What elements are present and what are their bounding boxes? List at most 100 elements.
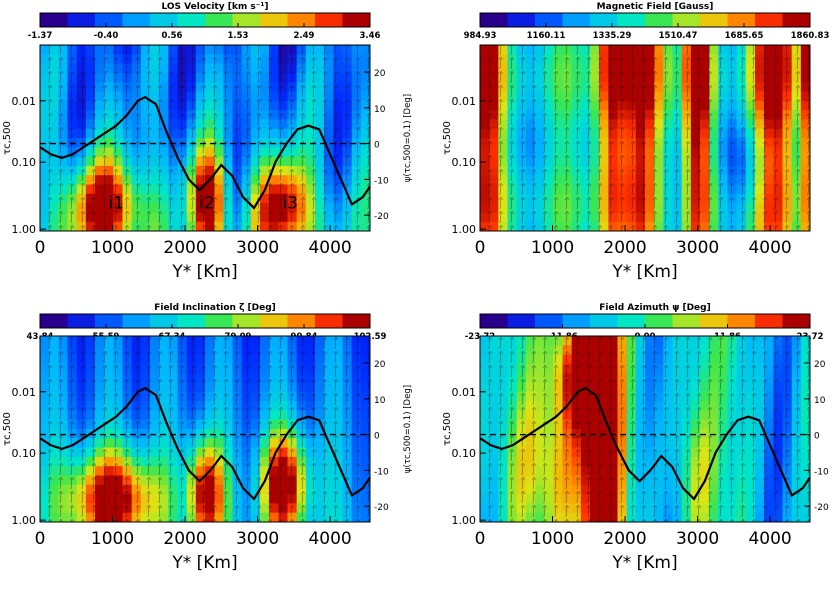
colorbar-band xyxy=(562,13,591,27)
y-tick-label: 0.01 xyxy=(12,386,37,399)
y-tick-label: 0.01 xyxy=(12,95,37,108)
x-tick-label: 2000 xyxy=(163,529,206,549)
right-tick-label: 10 xyxy=(374,396,386,406)
y-tick-label: 0.10 xyxy=(452,447,477,460)
colorbar-band xyxy=(315,314,343,328)
x-tick-label: 3000 xyxy=(236,238,279,258)
vector-field xyxy=(480,45,810,231)
colorbar-band xyxy=(562,314,591,328)
colorbar-band xyxy=(700,314,728,328)
x-tick-label: 1000 xyxy=(531,529,574,549)
colorbar-frame xyxy=(479,12,811,28)
y-tick-label: 1.00 xyxy=(12,223,37,236)
colorbar-tick-label: 1.53 xyxy=(228,31,249,41)
right-tick-label: -20 xyxy=(814,503,829,513)
chart-title: Field Azimuth ψ [Deg] xyxy=(599,303,710,313)
x-axis-label: Y* [Km] xyxy=(611,262,677,282)
x-tick-label: 0 xyxy=(35,529,46,549)
chart-title: Field Inclination ζ [Deg] xyxy=(154,303,276,313)
x-tick-label: 3000 xyxy=(676,529,719,549)
y-axis-label: τc,500 xyxy=(2,412,13,446)
colorbar-tick-label: 1160.11 xyxy=(527,31,566,41)
colorbar-band xyxy=(232,13,261,27)
x-tick-label: 0 xyxy=(35,238,46,258)
x-tick-label: 4000 xyxy=(308,238,351,258)
y-axis-label: τc,500 xyxy=(2,121,13,155)
colorbar-tick-label: 1510.47 xyxy=(659,31,698,41)
x-axis-label: Y* [Km] xyxy=(171,262,237,282)
colorbar-band xyxy=(177,13,206,27)
psi-curve xyxy=(479,386,811,501)
colorbar-band xyxy=(755,13,783,27)
colorbar-band xyxy=(507,314,536,328)
colorbar-band xyxy=(590,314,618,328)
chart-panel-2: Magnetic Field [Gauss] 984.93 1160.11 1335.… xyxy=(442,2,829,282)
colorbar-band xyxy=(617,314,646,328)
plot-frame xyxy=(39,44,371,232)
colorbar-tick-label: 0.56 xyxy=(162,31,183,41)
plot-frame xyxy=(479,335,811,523)
colorbar-band xyxy=(645,13,673,27)
vector-field xyxy=(40,336,370,522)
colorbar-tick-label: 984.93 xyxy=(464,31,497,41)
right-tick-label: 20 xyxy=(374,360,386,370)
colorbar-band xyxy=(617,13,646,27)
right-axis-label: ψ(τc,500=0.1) [Deg] xyxy=(403,94,413,182)
right-tick-label: 0 xyxy=(374,141,380,151)
x-tick-label: 3000 xyxy=(676,238,719,258)
colorbar-band xyxy=(150,314,178,328)
colorbar-band xyxy=(672,314,701,328)
x-tick-label: 4000 xyxy=(748,529,791,549)
right-tick-label: 10 xyxy=(374,105,386,115)
colorbar-band xyxy=(40,314,68,328)
colorbar-tick-label: 1685.65 xyxy=(725,31,764,41)
colorbar-band xyxy=(590,13,618,27)
y-tick-label: 0.10 xyxy=(12,156,37,169)
chart-panel-4: Field Azimuth ψ [Deg]-23.72-11.860.0011.… xyxy=(442,303,829,573)
colorbar-band xyxy=(315,13,343,27)
right-tick-label: -10 xyxy=(374,467,389,477)
psi-curve xyxy=(39,95,371,210)
chart-panel-1: LOS Velocity [km s⁻¹] -1.37 -0.40 0.56 1.53 2… xyxy=(2,2,413,282)
colorbar-band xyxy=(122,13,151,27)
right-tick-label: 0 xyxy=(814,432,820,442)
x-axis-label: Y* [Km] xyxy=(611,553,677,573)
colorbar-band xyxy=(480,13,508,27)
colorbar-band xyxy=(95,314,123,328)
right-axis-label: ψ(τc,500=0.1) [Deg] xyxy=(403,385,413,473)
y-tick-label: 1.00 xyxy=(452,223,477,236)
colorbar-band xyxy=(205,13,233,27)
colorbar-band xyxy=(535,314,563,328)
region-label: i1 xyxy=(108,194,124,214)
colorbar-band xyxy=(95,13,123,27)
colorbar-band xyxy=(122,314,151,328)
x-tick-label: 2000 xyxy=(163,238,206,258)
y-tick-label: 1.00 xyxy=(452,514,477,527)
x-tick-label: 4000 xyxy=(748,238,791,258)
colorbar-band xyxy=(535,13,563,27)
plot-frame xyxy=(39,335,371,523)
colorbar-band xyxy=(755,314,783,328)
plot-frame xyxy=(479,44,811,232)
colorbar-tick-label: 3.46 xyxy=(360,31,381,41)
chart-title: LOS Velocity [km s⁻¹] xyxy=(161,2,268,12)
x-tick-label: 2000 xyxy=(603,529,646,549)
colorbar-band xyxy=(177,314,206,328)
colorbar-band xyxy=(782,314,811,328)
colorbar-band xyxy=(205,314,233,328)
x-tick-label: 1000 xyxy=(91,238,134,258)
x-tick-label: 0 xyxy=(475,529,486,549)
x-tick-label: 4000 xyxy=(308,529,351,549)
chart-panel-3: Field Inclination ζ [Deg]43.8455.5967.34… xyxy=(2,303,413,573)
y-tick-label: 0.10 xyxy=(12,447,37,460)
colorbar-frame xyxy=(39,313,371,329)
colorbar-band xyxy=(150,13,178,27)
x-tick-label: 1000 xyxy=(91,529,134,549)
colorbar-band xyxy=(260,314,288,328)
x-tick-label: 1000 xyxy=(531,238,574,258)
colorbar-band xyxy=(645,314,673,328)
psi-curve xyxy=(39,386,371,501)
colorbar-band xyxy=(287,314,316,328)
right-tick-label: -20 xyxy=(374,212,389,222)
